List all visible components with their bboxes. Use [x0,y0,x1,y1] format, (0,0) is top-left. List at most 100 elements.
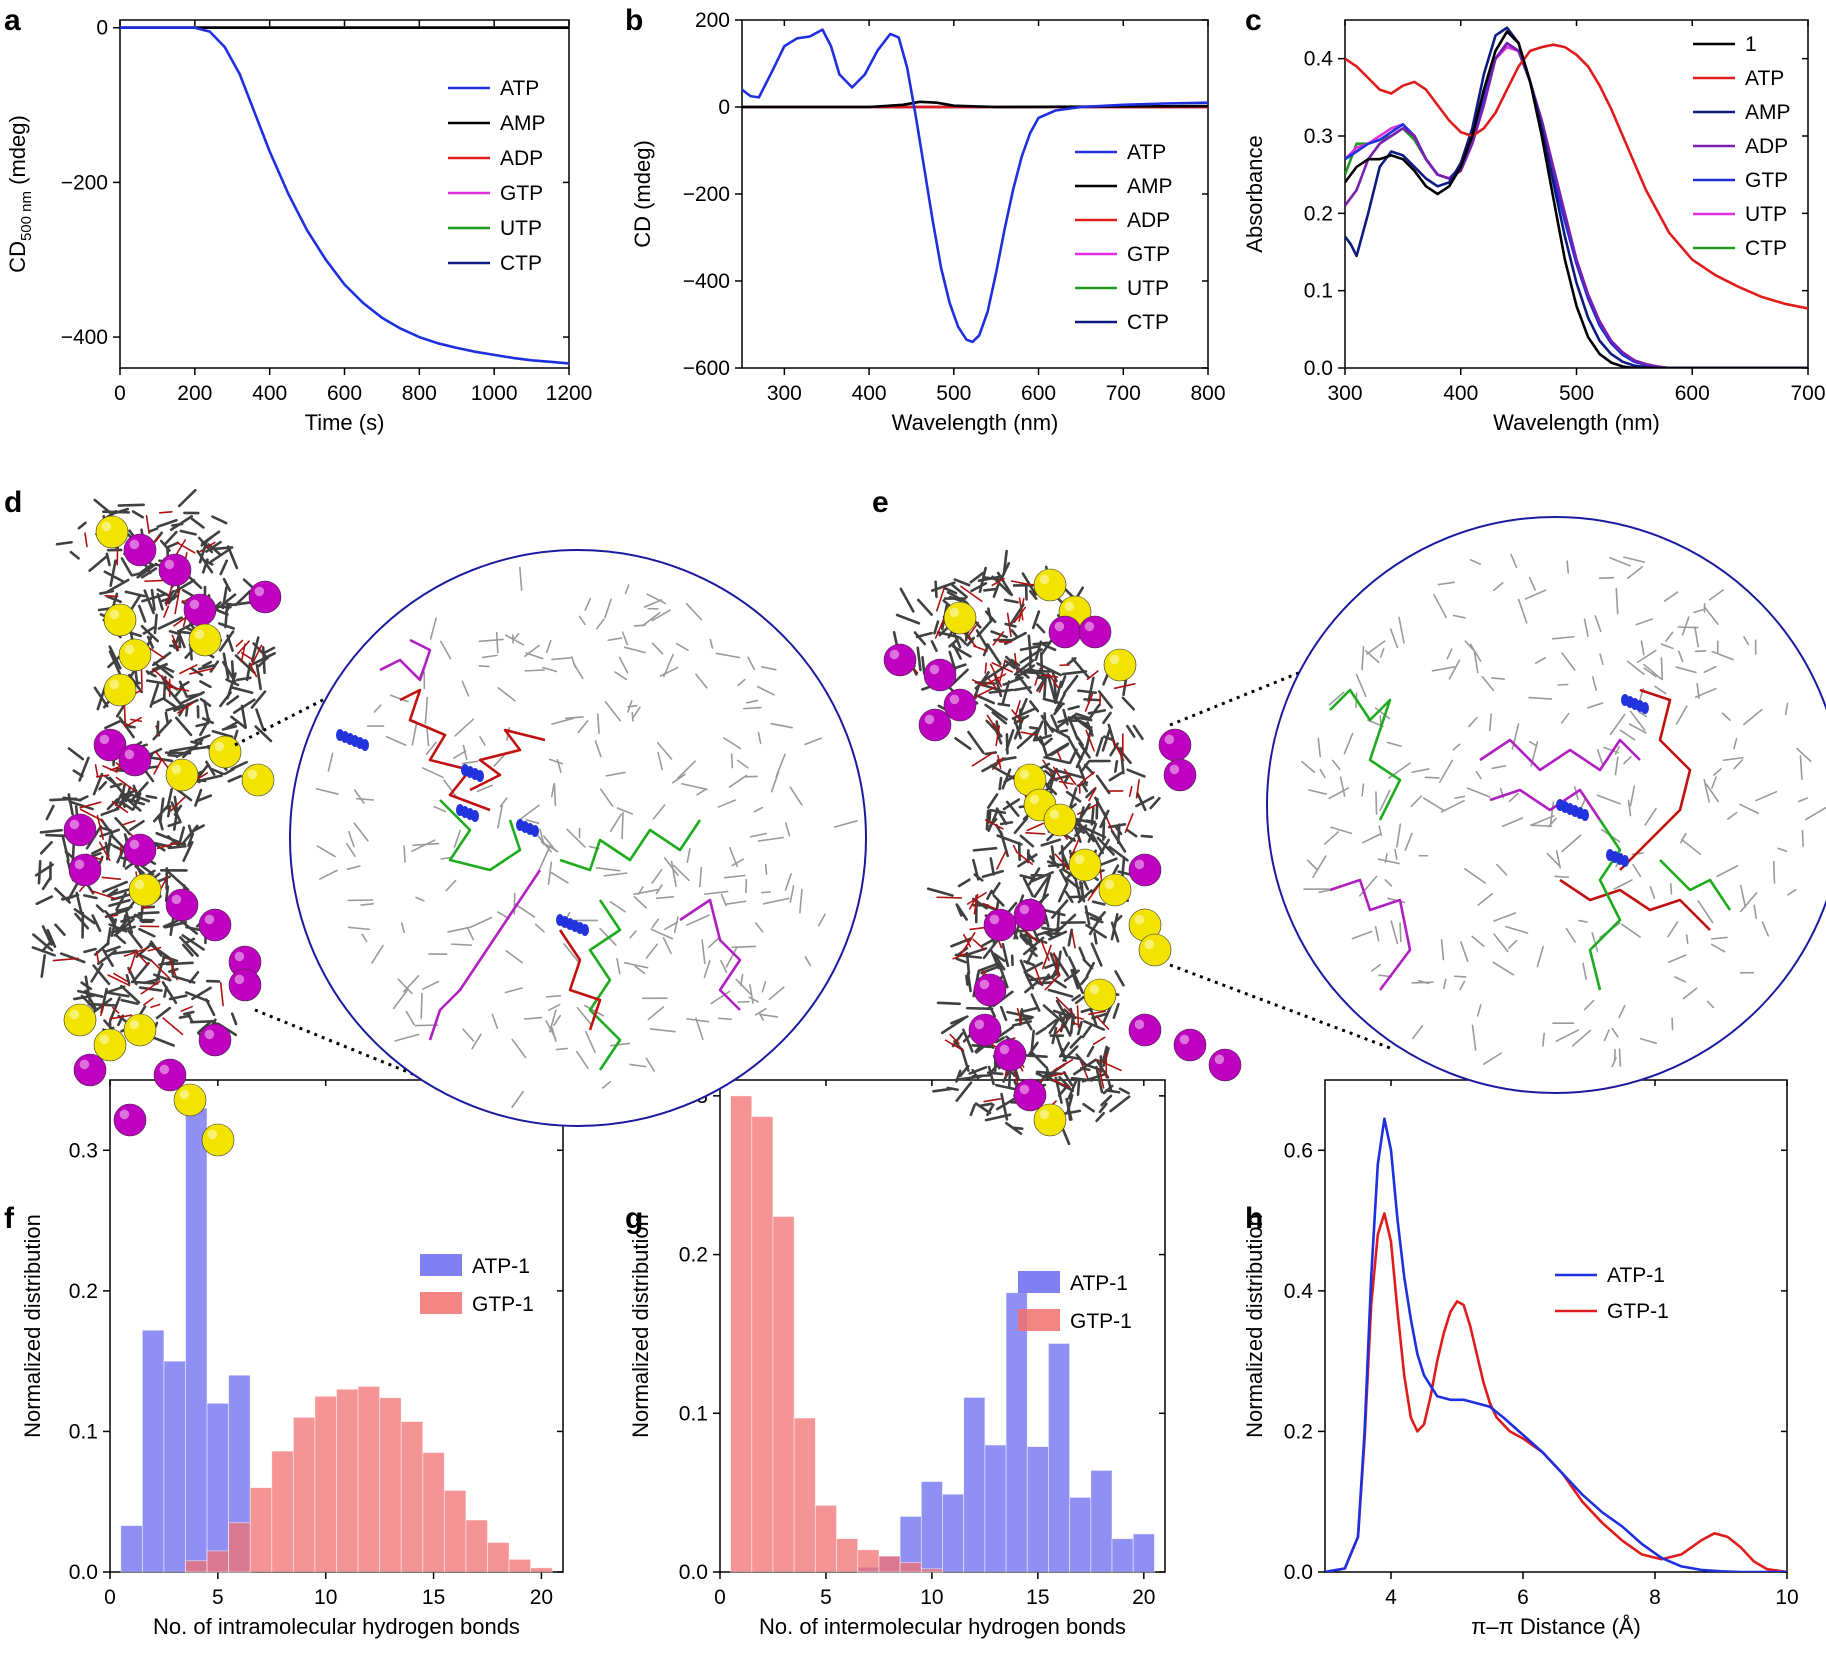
x-tick-label: 15 [1026,1586,1049,1609]
helix-stick [68,800,94,811]
background-stick [385,735,407,746]
background-stick [1377,858,1400,865]
helix-stick [31,946,56,957]
helix-stick [948,595,963,603]
hist-bar-ATP-1 [206,1402,230,1573]
background-stick [429,617,437,640]
helix-stick [104,841,110,858]
y-axis-label: Absorbance [1242,135,1267,252]
hist-bar-GTP-1 [379,1397,402,1573]
phosphate-stick [1069,838,1080,859]
background-stick [479,736,486,746]
magenta-chain [1329,878,1412,991]
hist-bar-ATP-1 [920,1481,943,1573]
helix-stick [88,555,108,572]
zoom-guide-top [1169,626,1411,727]
helix-stick [958,636,967,646]
helix-stick [1029,700,1040,713]
background-stick [607,637,623,642]
helix-stick [1078,806,1085,823]
background-stick [659,666,679,677]
helix-stick [1026,852,1035,863]
magenta-sphere-highlight [1179,1034,1190,1045]
background-stick [1704,607,1719,625]
background-stick [555,1047,569,1051]
phosphate-stick [960,585,983,603]
helix-stick [1095,1065,1104,1094]
helix-stick [111,949,138,955]
background-stick [754,1007,767,1016]
phosphate-stick [1088,1010,1107,1016]
background-stick [646,593,667,605]
hist-bar-GTP-1 [857,1549,880,1573]
helix-stick [41,925,53,946]
yellow-sphere-highlight [1039,574,1050,585]
helix-stick [965,974,969,986]
x-tick-label: 700 [1790,382,1825,405]
background-stick [1721,712,1731,721]
helix-stick [99,828,121,838]
background-stick [1464,640,1474,651]
helix-stick [184,649,194,659]
background-stick [551,657,572,661]
helix-stick [1019,934,1029,946]
magenta-sphere-highlight [234,974,245,985]
helix-stick [162,919,179,928]
background-stick [534,923,545,933]
background-stick [443,779,457,798]
helix-stick [1046,1018,1058,1028]
hist-bar-ATP-1 [984,1444,1007,1573]
magenta-sphere-highlight [979,979,990,990]
magenta-sphere-highlight [204,914,215,925]
yellow-sphere-highlight [1144,939,1155,950]
background-stick [757,836,785,842]
phosphate-stick [145,514,150,534]
x-tick-label: 600 [327,382,362,405]
magenta-sphere [923,658,957,692]
helix-stick [1022,877,1035,898]
background-stick [621,631,629,646]
hydrogen-bond [1581,809,1589,821]
helix-stick [168,629,181,636]
phosphate-stick [1055,996,1076,1016]
background-stick [762,897,790,905]
background-stick [651,609,671,622]
background-stick [392,988,409,1010]
y-tick-label: −400 [683,270,730,293]
x-tick-label: 0 [114,382,126,405]
background-stick [576,1006,592,1026]
helix-stick [61,834,70,862]
helix-stick [197,664,215,671]
hist-bar-GTP-1 [899,1562,922,1573]
helix-stick [167,591,178,605]
background-stick [709,638,714,649]
helix-stick [107,914,118,931]
helix-stick [1005,800,1020,817]
x-axis-label: Wavelength (nm) [892,410,1059,435]
x-axis-label: Wavelength (nm) [1493,410,1660,435]
phosphate-stick [176,541,196,554]
background-stick [1591,932,1599,952]
helix-stick [83,894,98,900]
helix-stick [69,550,80,560]
magenta-sphere [1078,615,1112,649]
helix-stick [1061,867,1076,878]
red-chain [1559,878,1711,931]
background-stick [1675,666,1697,674]
magenta-sphere [123,533,157,567]
helix-stick [936,1001,962,1006]
chart-f-intramolecular-hist: 0 5 10 15 20 0.0 0.1 0.2 0.3 No. of intramolecula… [20,1079,564,1639]
helix-stick [1113,759,1119,773]
background-stick [609,900,626,913]
phosphate-stick [996,850,1007,870]
helix-stick [1063,1008,1073,1018]
background-stick [1471,1024,1477,1051]
helix-stick [191,986,212,1001]
helix-stick [250,636,260,663]
background-stick [768,986,785,1001]
helix-stick [220,593,237,607]
helix-stick [62,796,83,802]
helix-stick [964,947,988,957]
helix-stick [234,654,256,674]
phosphate-stick [997,754,1002,770]
